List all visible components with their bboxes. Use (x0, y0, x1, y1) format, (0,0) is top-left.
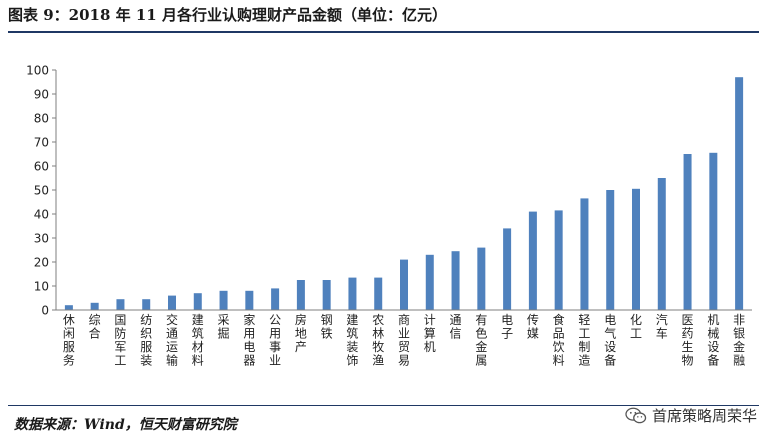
x-tick-label: 房地产 (295, 312, 307, 354)
x-tick-label: 食品饮料 (553, 312, 565, 368)
bar-chart: 0 10 20 30 40 50 60 70 80 90 100 休闲服务 综合 国防军工 纺织服装 交通运… (26, 64, 752, 368)
watermark-text: 首席策略周荣华 (651, 407, 757, 425)
y-tick-label: 90 (34, 88, 49, 102)
y-tick-label: 100 (26, 64, 49, 78)
bars (64, 77, 744, 310)
x-tick-label: 交通运输 (166, 312, 178, 368)
x-axis: 休闲服务 综合 国防军工 纺织服装 交通运输 建筑材料 采掘 家用电器 公用事业 房地产 钢铁 建筑装… (56, 309, 752, 368)
bar (503, 228, 512, 310)
y-tick-label: 80 (34, 112, 49, 126)
y-tick-label: 20 (34, 256, 49, 270)
bar (657, 178, 666, 310)
bar (271, 288, 280, 310)
bar (193, 293, 202, 310)
y-tick-label: 30 (34, 232, 49, 246)
x-tick-label: 机械设备 (707, 313, 719, 368)
bar (425, 254, 434, 310)
bar (632, 188, 640, 310)
x-tick-label: 休闲服务 (63, 313, 75, 368)
bar (683, 154, 692, 310)
x-tick-label: 计算机 (424, 313, 436, 354)
wechat-icon (625, 407, 647, 423)
footer-divider (8, 405, 759, 406)
bar (374, 277, 383, 310)
y-tick-label: 50 (34, 184, 49, 198)
title-divider (8, 31, 759, 33)
bar (90, 302, 99, 310)
x-tick-label: 非银金融 (733, 313, 745, 368)
bar (709, 152, 718, 310)
bar (451, 251, 460, 310)
bar (554, 210, 563, 310)
watermark: 首席策略周荣华 (625, 405, 757, 426)
x-tick-label: 农林牧渔 (372, 313, 384, 368)
bar (735, 77, 744, 310)
bar (477, 247, 486, 310)
x-tick-label: 电气设备 (604, 313, 616, 368)
bar (296, 280, 305, 310)
x-tick-label: 纺织服装 (140, 313, 152, 368)
y-tick-label: 70 (34, 136, 49, 150)
x-tick-label: 医药生物 (682, 313, 694, 368)
bar (142, 299, 151, 310)
x-tick-label: 建筑材料 (192, 313, 204, 368)
x-tick-label: 采掘 (218, 313, 230, 341)
x-tick-label: 化工 (630, 313, 642, 341)
bar (528, 211, 537, 310)
x-tick-label: 电子 (501, 313, 513, 341)
bar (606, 190, 615, 310)
x-tick-label: 家用电器 (243, 312, 255, 368)
x-tick-label: 传媒 (527, 312, 539, 341)
bar (245, 290, 254, 310)
x-tick-label: 商业贸易 (398, 312, 410, 368)
chart-title: 图表 9：2018 年 11 月各行业认购理财产品金额（单位：亿元） (8, 6, 447, 24)
bar (322, 280, 331, 310)
x-tick-label: 钢铁 (321, 313, 333, 341)
x-tick-label: 轻工制造 (578, 313, 590, 368)
y-tick-label: 60 (34, 160, 49, 174)
y-tick-label: 10 (34, 280, 49, 294)
bar (219, 290, 228, 310)
source-note: 数据来源：Wind，恒天财富研究院 (14, 417, 237, 433)
bar (348, 277, 357, 310)
y-tick-label: 0 (41, 304, 49, 318)
y-axis: 0 10 20 30 40 50 60 70 80 90 100 (26, 64, 57, 318)
x-tick-label: 国防军工 (114, 313, 126, 368)
y-tick-label: 40 (34, 208, 49, 222)
x-tick-label: 通信 (450, 313, 462, 341)
bar (580, 198, 589, 310)
bar (400, 259, 408, 310)
x-tick-label: 综合 (89, 313, 101, 341)
bar (64, 305, 73, 310)
bar (168, 295, 176, 310)
x-tick-label: 建筑装饰 (346, 313, 358, 368)
x-tick-label: 有色金属 (475, 313, 487, 368)
x-tick-label: 公用事业 (269, 313, 281, 368)
x-tick-label: 汽车 (656, 312, 668, 341)
bar (116, 299, 125, 310)
